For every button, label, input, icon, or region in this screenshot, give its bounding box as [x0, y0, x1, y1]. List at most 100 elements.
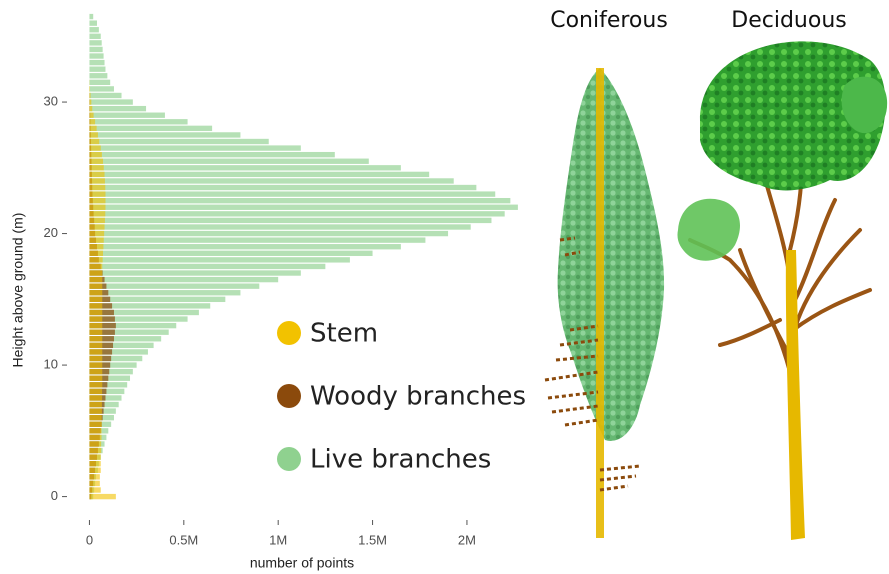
bar — [89, 310, 102, 315]
bar — [89, 270, 300, 275]
bar — [89, 205, 517, 210]
bar — [89, 60, 104, 65]
legend-label: Live branches — [310, 445, 491, 475]
bar — [89, 244, 400, 249]
bar — [89, 172, 429, 177]
bar — [89, 474, 99, 479]
bar — [89, 422, 101, 427]
bar — [89, 316, 102, 321]
bar — [89, 99, 132, 104]
bar — [89, 487, 100, 492]
page: {"chart_data": { "type": "histogram", "o… — [0, 0, 889, 574]
bar — [89, 303, 102, 308]
bar — [89, 395, 102, 400]
bar — [89, 113, 93, 118]
legend-label: Stem — [310, 319, 378, 349]
deciduous-lower-foliage — [677, 199, 740, 261]
x-tick-label: 2M — [458, 532, 476, 547]
bar — [89, 277, 102, 282]
bar — [89, 408, 101, 413]
bar — [89, 126, 212, 131]
bar — [89, 415, 101, 420]
bar — [89, 80, 110, 85]
deciduous-tree — [677, 41, 887, 540]
bar — [89, 27, 98, 32]
bar — [89, 435, 101, 440]
legend-label: Woody branches — [310, 382, 526, 412]
bar — [89, 119, 187, 124]
bar — [89, 34, 100, 39]
bar — [89, 257, 349, 262]
bar — [89, 211, 504, 216]
bar — [89, 283, 259, 288]
bar — [89, 191, 495, 196]
bar — [89, 481, 99, 486]
coniferous-tree — [545, 68, 664, 538]
bar — [89, 323, 102, 328]
bar — [89, 93, 121, 98]
bar — [89, 402, 101, 407]
bar — [89, 382, 102, 387]
bar — [89, 461, 100, 466]
bar — [89, 224, 470, 229]
bar — [89, 389, 102, 394]
bar — [89, 454, 100, 459]
bar — [89, 336, 102, 341]
legend-marker — [277, 447, 301, 471]
bar — [89, 53, 103, 58]
bar — [89, 290, 240, 295]
bar — [89, 494, 115, 499]
bar — [89, 428, 101, 433]
bar — [89, 185, 105, 190]
bar — [89, 14, 93, 19]
legend-marker — [277, 384, 301, 408]
legend-marker — [277, 321, 301, 345]
bar — [89, 66, 105, 71]
panel-title: Deciduous — [731, 8, 846, 33]
bar — [89, 185, 476, 190]
bar — [89, 270, 102, 275]
bar — [89, 139, 99, 144]
bar — [89, 343, 102, 348]
bar — [89, 165, 103, 170]
bar — [89, 237, 425, 242]
bar — [89, 93, 90, 98]
bar — [89, 205, 105, 210]
bar — [89, 191, 105, 196]
panel-title: Coniferous — [550, 8, 668, 33]
bar — [89, 362, 102, 367]
bar — [89, 231, 104, 236]
y-tick-label: 0 — [51, 488, 58, 503]
y-tick-label: 20 — [44, 225, 58, 240]
bar — [89, 211, 105, 216]
bar — [89, 349, 102, 354]
conifer-stem — [596, 68, 604, 538]
bar — [89, 86, 90, 91]
bar — [89, 165, 400, 170]
bar — [89, 224, 104, 229]
y-tick-label: 30 — [44, 93, 58, 108]
bar — [89, 126, 96, 131]
bar — [89, 47, 102, 52]
bar — [89, 145, 100, 150]
x-tick-label: 1.5M — [358, 532, 387, 547]
bar — [89, 159, 103, 164]
bar — [89, 145, 300, 150]
bar — [89, 448, 101, 453]
bar — [89, 356, 102, 361]
bar — [89, 277, 278, 282]
bar — [89, 330, 102, 335]
x-tick-label: 0 — [86, 532, 93, 547]
bar — [89, 441, 101, 446]
bar — [89, 139, 268, 144]
x-tick-label: 1M — [269, 532, 287, 547]
bar — [89, 86, 114, 91]
x-axis-title: number of points — [250, 555, 354, 571]
figure: 010203000.5M1M1.5M2M Height above ground… — [0, 0, 889, 574]
legend: Stem Woody branches Live branches — [277, 319, 526, 475]
bar — [89, 119, 95, 124]
bar — [89, 20, 97, 25]
bar — [89, 113, 165, 118]
bar — [89, 283, 102, 288]
bar — [89, 264, 325, 269]
